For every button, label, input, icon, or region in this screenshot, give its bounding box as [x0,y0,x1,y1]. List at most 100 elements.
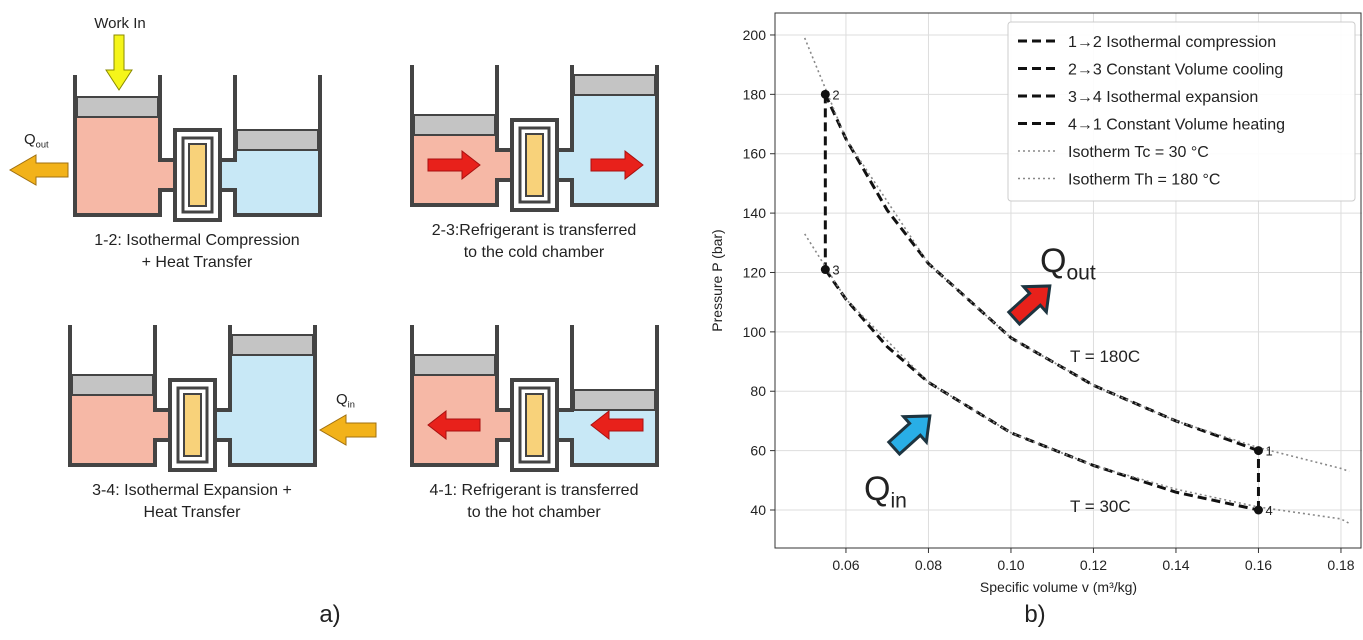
heat-out-arrow [1006,284,1052,327]
valve [525,133,544,197]
cold-chamber [230,355,315,465]
q-out-label: Qout [24,131,49,149]
piston [236,129,319,151]
step-caption: 3-4: Isothermal Expansion + [92,482,292,499]
work-in-label: Work In [94,15,145,32]
y-tick-label: 200 [743,27,767,43]
flow-arrow [427,409,481,441]
x-tick-label: 0.14 [1162,557,1189,573]
legend-label: 2→3 Constant Volume cooling [1068,62,1283,79]
q-sub: out [36,139,49,149]
y-axis-label: Pressure P (bar) [709,229,725,331]
panel-label: b) [1024,601,1045,628]
x-tick-label: 0.06 [832,557,859,573]
point-label: 4 [1265,503,1272,518]
valve [183,393,202,457]
x-tick-label: 0.10 [997,557,1024,573]
chamber-wall [410,325,659,467]
chamber-unit [73,75,322,222]
series-line [824,268,1259,512]
q-main: Q [864,470,890,508]
series-line [804,233,1350,525]
q-main: Q [24,131,36,148]
q-sub: in [890,489,906,512]
legend-label: Isotherm Th = 180 °C [1068,172,1220,189]
chamber-unit [68,325,317,472]
panel-label: a) [319,601,340,628]
step-caption: 2-3:Refrigerant is transferred [432,222,637,239]
step-caption: Heat Transfer [144,504,242,521]
y-tick-label: 40 [750,502,766,518]
x-tick-label: 0.12 [1080,557,1107,573]
q-sub: in [348,399,355,409]
piston [413,114,496,136]
piston [573,389,656,411]
step-caption: 4-1: Refrigerant is transferred [430,482,639,499]
plot-frame [774,12,1362,549]
piston [71,374,154,396]
q-sub: out [1066,261,1095,284]
chamber-wall [68,325,317,467]
legend-label: 1→2 Isothermal compression [1068,34,1276,51]
x-tick-label: 0.16 [1245,557,1272,573]
y-tick-label: 180 [743,86,767,102]
piston [76,96,159,118]
state-point [1253,446,1263,456]
state-point [820,89,830,99]
cold-chamber [572,95,657,205]
x-axis-label: Specific volume v (m³/kg) [980,579,1137,595]
cold-chamber [235,150,320,215]
step-caption: + Heat Transfer [142,254,253,271]
x-tick-label: 0.08 [915,557,942,573]
series-line [823,93,1259,453]
step-caption: 1-2: Isothermal Compression [94,232,299,249]
piston [231,334,314,356]
diagram-panel: 1-2: Isothermal Compression + Heat Transf… [8,15,659,521]
chamber-unit [410,325,659,472]
heat-in-arrow [886,414,932,457]
y-tick-label: 60 [750,443,766,459]
heat-arrow [8,154,69,186]
hot-chamber [75,117,160,215]
chamber-wall [410,65,659,207]
q-in-label: Qin [336,391,355,409]
chart-panel: 0.06 0.08 0.10 0.12 0.14 0.16 0.18406080100120… [709,12,1362,595]
y-tick-label: 140 [743,205,767,221]
legend-label: 3→4 Isothermal expansion [1068,89,1258,106]
annotation: T = 180C [1070,347,1140,366]
chamber-wall [73,75,322,217]
heat-arrow [318,414,377,446]
work-arrow [105,34,133,91]
point-label: 2 [832,87,839,102]
x-tick-label: 0.18 [1327,557,1354,573]
flow-arrow [590,149,644,181]
point-label: 1 [1265,444,1272,459]
y-tick-label: 120 [743,264,767,280]
piston [573,74,656,96]
y-tick-label: 80 [750,383,766,399]
legend-box [1007,21,1356,202]
step-caption: to the cold chamber [464,244,605,261]
y-tick-label: 100 [743,324,767,340]
flow-arrow [590,409,644,441]
cold-chamber [572,410,657,465]
annotation: T = 30C [1070,497,1131,516]
legend-label: Isotherm Tc = 30 °C [1068,144,1209,161]
y-tick-label: 160 [743,146,767,162]
piston [413,354,496,376]
state-point [1253,505,1263,515]
q-in-label: Qin [864,470,907,512]
q-main: Q [336,391,348,408]
step-caption: to the hot chamber [467,504,601,521]
flow-arrow [427,149,481,181]
q-out-label: Qout [1040,242,1096,284]
valve [188,143,207,207]
q-main: Q [1040,242,1066,280]
chamber-unit [410,65,659,212]
legend-label: 4→1 Constant Volume heating [1068,117,1285,134]
state-point [820,265,830,275]
hot-chamber [70,395,155,465]
point-label: 3 [832,263,839,278]
valve [525,393,544,457]
